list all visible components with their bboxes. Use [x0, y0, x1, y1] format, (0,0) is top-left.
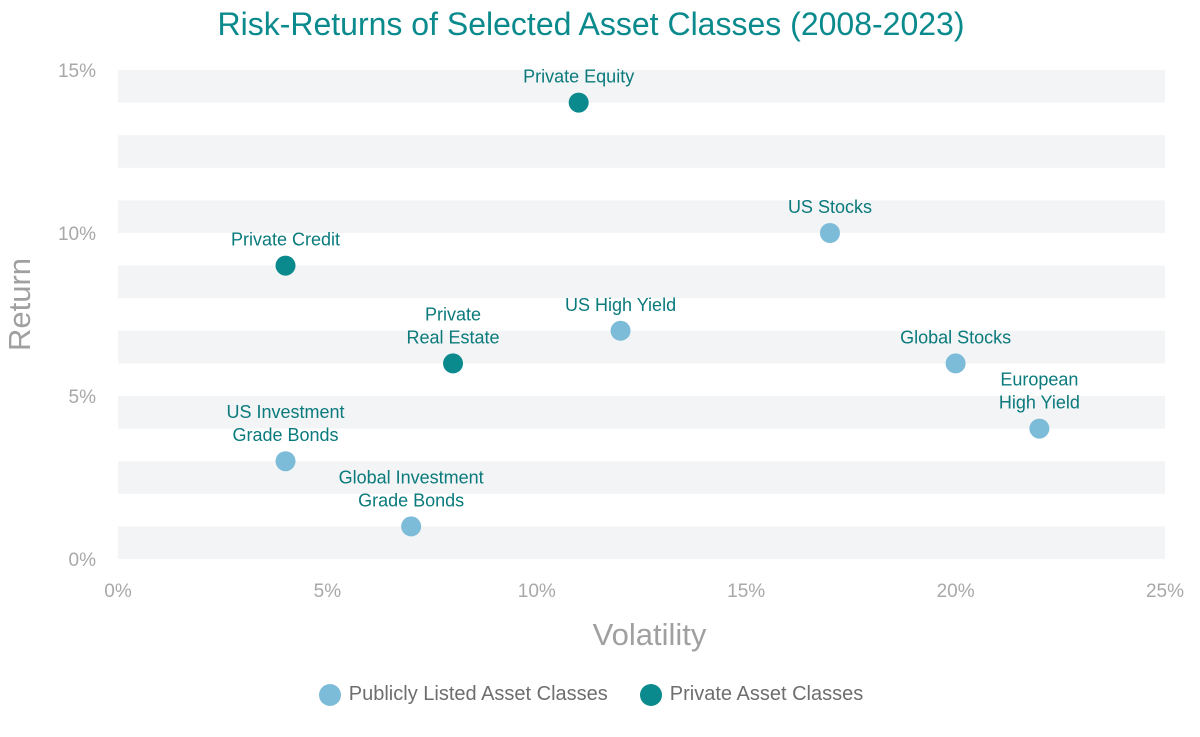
legend-swatch-private — [639, 683, 662, 706]
grid-band — [118, 330, 1165, 364]
x-tick-label: 10% — [518, 581, 556, 602]
data-point — [945, 353, 966, 374]
legend-label-public: Publicly Listed Asset Classes — [348, 683, 608, 705]
data-point — [275, 451, 296, 472]
x-tick-label: 5% — [314, 581, 342, 602]
x-tick-label: 15% — [727, 581, 765, 602]
data-point — [275, 255, 296, 276]
point-label: Private — [425, 304, 481, 324]
grid-band — [118, 461, 1165, 494]
point-label: Private Credit — [231, 230, 340, 250]
legend-swatch-public — [318, 683, 341, 706]
legend: Publicly Listed Asset Classes Private As… — [0, 683, 1182, 706]
chart-title: Risk-Returns of Selected Asset Classes (… — [217, 6, 965, 42]
data-point — [443, 353, 464, 374]
data-point — [1029, 418, 1050, 439]
point-label: Real Estate — [407, 327, 500, 347]
point-label: Grade Bonds — [232, 425, 338, 445]
point-label: Private Equity — [523, 67, 634, 87]
point-label: Global Investment — [339, 467, 484, 487]
point-label: US High Yield — [565, 295, 676, 315]
data-point — [819, 223, 840, 243]
x-tick-label: 0% — [104, 581, 132, 602]
y-tick-label: 5% — [69, 387, 97, 408]
legend-label-private: Private Asset Classes — [669, 683, 864, 705]
x-tick-label: 25% — [1146, 581, 1184, 602]
point-label: US Investment — [226, 402, 344, 422]
y-axis-title: Return — [2, 258, 37, 351]
point-label: European — [1000, 370, 1078, 390]
data-point — [568, 92, 589, 113]
point-label: US Stocks — [788, 197, 872, 217]
point-label: Global Stocks — [900, 327, 1011, 347]
grid-band — [118, 526, 1165, 559]
data-point — [610, 320, 631, 341]
grid-band — [118, 396, 1165, 429]
legend-item-private[interactable]: Private Asset Classes — [639, 683, 864, 706]
x-tick-label: 20% — [937, 581, 975, 602]
y-tick-label: 15% — [58, 61, 96, 82]
y-tick-label: 10% — [58, 224, 96, 245]
grid-band — [118, 135, 1165, 168]
point-label: High Yield — [999, 393, 1080, 413]
grid-band — [118, 70, 1165, 103]
legend-item-public[interactable]: Publicly Listed Asset Classes — [318, 683, 608, 706]
x-axis-title: Volatility — [593, 617, 707, 652]
y-tick-label: 0% — [69, 550, 97, 571]
grid-band — [118, 265, 1165, 299]
point-label: Grade Bonds — [358, 490, 464, 510]
data-point — [401, 516, 422, 537]
grid-band — [118, 200, 1165, 233]
